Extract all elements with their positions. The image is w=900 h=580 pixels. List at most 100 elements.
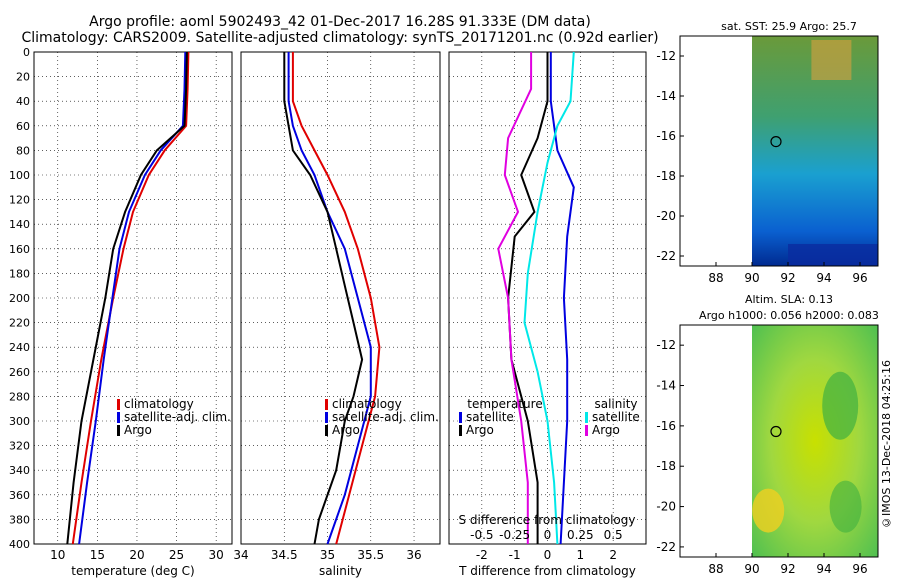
y-tick-label: 20 [16,71,30,84]
x-tick-label-top: 0 [544,528,552,542]
x-tick-label: 34 [233,548,248,562]
legend-label: satellite [592,410,640,424]
y-tick-label: 240 [9,341,30,354]
y-tick-label: 180 [9,267,30,280]
legend-swatch [325,412,328,423]
x-tick-label: 35.5 [357,548,384,562]
x-tick-label: -2 [476,548,488,562]
x-tick-label: 25 [169,548,184,562]
plot-frame [240,51,441,545]
legend-title-salinity: salinity [594,397,637,411]
y-tick-label: -18 [656,169,676,183]
x-tick-label: 94 [816,271,831,285]
map-frame [679,324,879,558]
y-tick-label: 100 [9,169,30,182]
x-tick-label: 96 [852,562,867,576]
legend-swatch [117,399,120,410]
argo-location-marker [770,136,782,148]
x-tick-label: 92 [780,271,795,285]
legend-label: satellite [466,410,514,424]
series-line-climatology [71,51,190,545]
x-tick-label: 0 [544,548,552,562]
series-line-temperature-argo [507,52,549,544]
y-tick-label: -22 [656,540,676,554]
series-line-climatology [291,52,381,545]
legend-label: satellite-adj. clim. [332,410,439,424]
x-tick-label: 1 [577,548,585,562]
series-line-argo [66,51,188,545]
y-tick-label: 80 [16,144,30,157]
legend-swatch [325,425,328,436]
y-tick-label: -20 [656,500,676,514]
legend-swatch [585,412,588,423]
y-tick-label: 340 [9,464,30,477]
y-tick-label: 300 [9,415,30,428]
x-tick-label: 20 [129,548,144,562]
x-tick-label: 34.5 [271,548,298,562]
y-tick-label: 0 [23,46,30,59]
y-tick-label: 380 [9,513,30,526]
sla-high-patch [752,488,785,533]
profile-panel-3: -2 -1 0 1 2 T difference from climatology temp… [448,51,647,578]
legend-label: satellite-adj. clim. [124,410,231,424]
legend-swatch [459,425,462,436]
sla-low-patch [822,371,859,440]
x-tick-label-top: 0.25 [567,528,594,542]
x-tick-label: -1 [509,548,521,562]
x-tick-label: 94 [816,562,831,576]
y-tick-label: 60 [16,120,30,133]
x-tick-label-top: -0.5 [470,528,493,542]
y-tick-label: 140 [9,218,30,231]
y-tick-label: -18 [656,459,676,473]
series-line-argo [283,52,364,545]
sla-low-patch [829,480,862,533]
x-tick-label-top: -0.25 [499,528,530,542]
y-tick-label: -16 [656,129,676,143]
series-line-satellite-adj-clim- [78,51,187,545]
map-subtitle: Argo h1000: 0.056 h2000: 0.083 [699,309,879,322]
y-tick-label: -14 [656,89,676,103]
legend-label: climatology [332,397,402,411]
y-tick-label: 220 [9,317,30,330]
argo-location-marker [770,425,782,438]
x-tick-label: 2 [609,548,617,562]
x-tick-label: 36 [406,548,421,562]
x-tick-label: 96 [852,271,867,285]
x-tick-label: 92 [780,562,795,576]
profile-panel-2: 34 34.5 35 35.5 36 salinity climatologysatelli… [233,51,441,578]
y-tick-label: 400 [9,538,30,551]
sst-cold-patch [788,244,878,266]
x-tick-label: 88 [708,562,723,576]
series-line-salinity-satellite [523,51,575,545]
y-tick-label: 320 [9,440,30,453]
legend-swatch [325,399,328,410]
x-tick-label: 10 [50,548,65,562]
series-line-temperature-satellite [549,52,575,545]
figure-title-line1: Argo profile: aoml 5902493_42 01-Dec-201… [89,14,591,30]
x-axis-label: salinity [319,564,362,578]
legend-label: Argo [332,423,360,437]
y-tick-label: -22 [656,249,676,263]
map-panel-1: 88 90 92 94 96 -12 -14 -16 -18 -20 -22 sat. SST: 25… [656,20,879,285]
legend-swatch [459,412,462,423]
y-tick-label: -12 [656,49,676,63]
y-tick-label: 200 [9,292,30,305]
y-tick-label: 280 [9,390,30,403]
y-tick-label: 120 [9,194,30,207]
legend-swatch [117,425,120,436]
x-tick-label: 35 [320,548,335,562]
x-tick-label: 90 [744,271,759,285]
profile-panel-1: 10 15 20 25 30020406080100120140160180200220… [9,46,233,578]
y-tick-label: -12 [656,338,676,352]
y-tick-label: -20 [656,209,676,223]
legend-label: Argo [124,423,152,437]
map-title: Altim. SLA: 0.13 [745,293,833,306]
legend-swatch [585,425,588,436]
legend-label: Argo [466,423,494,437]
x-axis-label: temperature (deg C) [71,564,194,578]
plot-frame [448,51,647,545]
x-tick-label: 88 [708,271,723,285]
sst-warm-patch [811,40,852,80]
y-tick-label: 40 [16,95,30,108]
